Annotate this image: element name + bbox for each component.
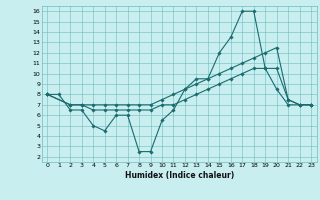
X-axis label: Humidex (Indice chaleur): Humidex (Indice chaleur) [124, 171, 234, 180]
